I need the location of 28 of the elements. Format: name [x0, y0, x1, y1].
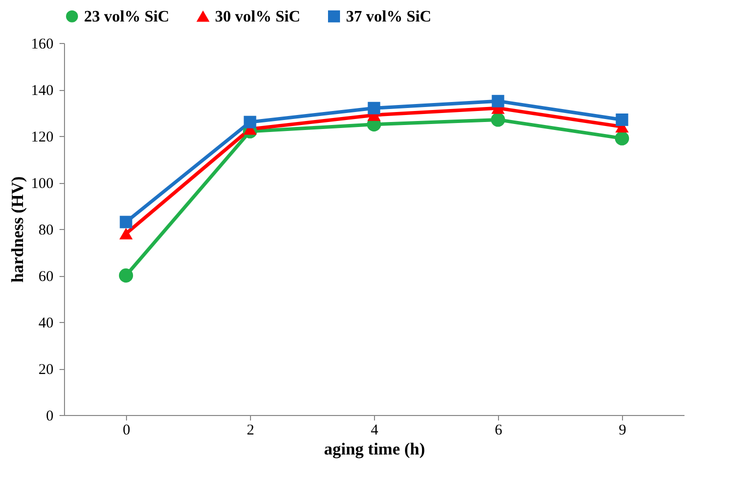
legend-label: 37 vol% SiC [346, 8, 432, 26]
x-axis-title: aging time (h) [324, 440, 426, 458]
point [492, 94, 504, 108]
point [614, 131, 630, 146]
y-tick-label: 40 [38, 316, 54, 332]
point [120, 216, 132, 228]
y-tick-label: 120 [31, 130, 54, 146]
y-tick-label: 140 [31, 83, 54, 99]
y-tick-label: 60 [38, 269, 54, 285]
point [368, 102, 380, 114]
x-tick-label: 4 [370, 422, 379, 438]
y-tick-label: 100 [31, 176, 54, 192]
x-tick-label: 9 [618, 422, 626, 438]
x-tick-label: 0 [122, 422, 130, 438]
x-tick-label: 2 [246, 422, 254, 438]
y-axis-title: hardness (HV) [8, 176, 27, 283]
legend-label: 23 vol% SiC [84, 8, 170, 26]
x-tick-label: 6 [494, 422, 503, 438]
y-tick-label: 20 [38, 362, 54, 378]
y-tick-label: 160 [31, 36, 54, 52]
point [490, 112, 506, 127]
legend-label: 30 vol% SiC [215, 8, 300, 26]
point [119, 228, 133, 240]
point [244, 116, 256, 128]
y-tick-label: 80 [38, 222, 54, 238]
y-tick-label: 0 [46, 408, 54, 424]
point [118, 268, 134, 283]
point [616, 114, 628, 126]
